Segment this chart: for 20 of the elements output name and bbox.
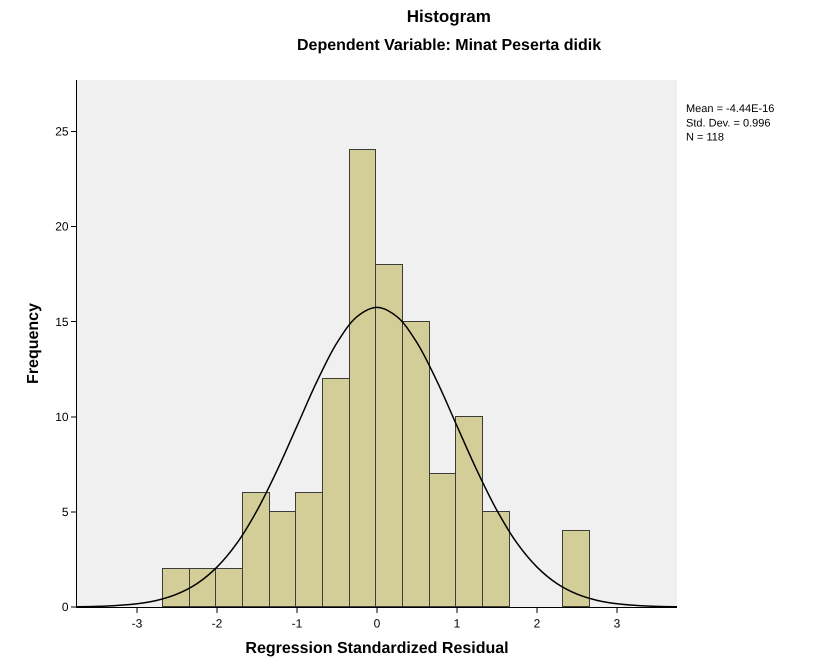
- x-tick-label: -2: [212, 616, 223, 630]
- x-tick-label: 0: [374, 616, 381, 630]
- text: N = 118: [686, 132, 724, 144]
- y-tick-label: 15: [55, 314, 69, 329]
- x-tick-label: 2: [534, 616, 541, 630]
- text: Mean = -4.44E-16: [686, 103, 774, 115]
- y-tick-label: 20: [55, 220, 69, 234]
- text: Std. Dev. = 0.996: [686, 117, 770, 130]
- x-tick-label: 3: [614, 616, 621, 630]
- x-tick-label: -1: [292, 616, 303, 630]
- y-tick-label: 10: [55, 410, 69, 424]
- y-axis-title: Frequency: [25, 302, 42, 384]
- y-tick-label: 25: [55, 124, 69, 139]
- y-tick-label: 0: [62, 600, 69, 614]
- chart-subtitle: Dependent Variable: Minat Peserta didik: [297, 37, 602, 54]
- x-axis-title: Regression Standardized Residual: [245, 640, 509, 658]
- x-tick-label: 1: [454, 616, 461, 630]
- chart-title: Histogram: [406, 6, 491, 26]
- y-tick-label: 5: [62, 505, 69, 520]
- x-tick-label: -3: [132, 616, 143, 630]
